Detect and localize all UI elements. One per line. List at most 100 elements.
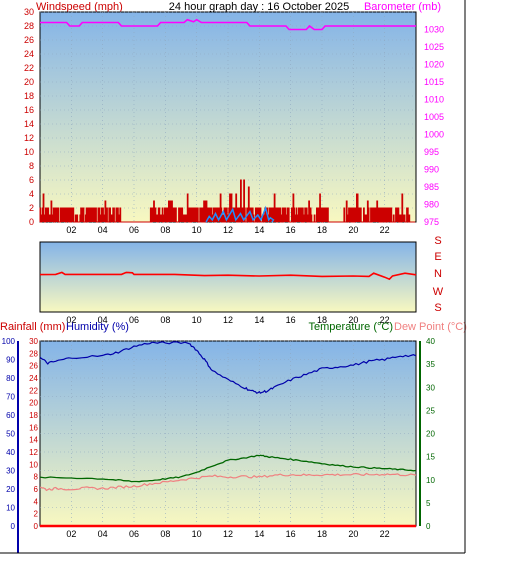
barometer-tick-label: 1000 bbox=[424, 130, 444, 140]
windspeed-tick-label: 8 bbox=[29, 161, 34, 171]
rainfall-tick-label: 12 bbox=[29, 448, 38, 457]
windspeed-series bbox=[39, 179, 416, 223]
rainfall-tick-label: 22 bbox=[29, 386, 38, 395]
x-tick-label: 20 bbox=[348, 225, 358, 235]
rainfall-tick-label: 20 bbox=[29, 399, 38, 408]
x-tick-label: 20 bbox=[348, 315, 358, 325]
temperature-tick-label: 30 bbox=[426, 383, 435, 392]
x-tick-label: 10 bbox=[192, 225, 202, 235]
temperature-tick-label: 20 bbox=[426, 430, 435, 439]
x-tick-label: 02 bbox=[66, 225, 76, 235]
windspeed-tick-label: 6 bbox=[29, 175, 34, 185]
x-tick-label: 18 bbox=[317, 225, 327, 235]
x-tick-label: 18 bbox=[317, 315, 327, 325]
rainfall-tick-label: 10 bbox=[29, 460, 38, 469]
humidity-tick-label: 60 bbox=[6, 411, 15, 420]
x-tick-label: 14 bbox=[254, 315, 264, 325]
windspeed-tick-label: 16 bbox=[24, 105, 34, 115]
x-tick-label: 04 bbox=[98, 225, 108, 235]
x-tick-label: 06 bbox=[129, 315, 139, 325]
temperature-tick-label: 10 bbox=[426, 476, 435, 485]
x-tick-label: 16 bbox=[286, 225, 296, 235]
rainfall-tick-label: 6 bbox=[34, 485, 39, 494]
x-tick-label: 20 bbox=[348, 529, 358, 539]
barometer-tick-label: 1030 bbox=[424, 25, 444, 35]
direction-series bbox=[39, 271, 417, 281]
direction-label: N bbox=[434, 268, 442, 280]
humidity-panel-axes: 0102030405060708090100024681012141618202… bbox=[2, 337, 435, 553]
direction-label: W bbox=[433, 286, 444, 298]
dewpoint-axis-label: Dew Point (°C) bbox=[394, 321, 467, 333]
windspeed-tick-label: 30 bbox=[24, 7, 34, 17]
windspeed-axis-label: Windspeed (mph) bbox=[36, 1, 123, 13]
x-tick-label: 02 bbox=[66, 315, 76, 325]
humidity-axis-label: Humidity (%) bbox=[66, 321, 129, 333]
gust-series bbox=[205, 205, 275, 223]
graph-title: 24 hour graph day : 16 October 2025 bbox=[169, 1, 349, 13]
x-tick-label: 22 bbox=[380, 529, 390, 539]
barometer-tick-label: 1015 bbox=[424, 77, 444, 87]
barometer-tick-label: 1020 bbox=[424, 60, 444, 70]
windspeed-tick-label: 20 bbox=[24, 77, 34, 87]
barometer-tick-label: 980 bbox=[424, 200, 439, 210]
barometer-tick-label: 975 bbox=[424, 217, 439, 227]
temperature-tick-label: 5 bbox=[426, 499, 431, 508]
x-tick-label: 16 bbox=[286, 529, 296, 539]
humidity-tick-label: 50 bbox=[6, 430, 15, 439]
humidity-tick-label: 20 bbox=[6, 485, 15, 494]
x-tick-label: 14 bbox=[254, 529, 264, 539]
x-tick-label: 06 bbox=[129, 225, 139, 235]
barometer-tick-label: 990 bbox=[424, 165, 439, 175]
temperature-series bbox=[39, 454, 417, 483]
x-tick-label: 02 bbox=[66, 529, 76, 539]
x-tick-label: 10 bbox=[192, 315, 202, 325]
humidity-tick-label: 70 bbox=[6, 393, 15, 402]
x-tick-label: 06 bbox=[129, 529, 139, 539]
rainfall-tick-label: 26 bbox=[29, 362, 38, 371]
direction-panel-marks bbox=[39, 271, 417, 281]
barometer-tick-label: 995 bbox=[424, 147, 439, 157]
rainfall-tick-label: 18 bbox=[29, 411, 38, 420]
rainfall-tick-label: 24 bbox=[29, 374, 38, 383]
windspeed-tick-label: 22 bbox=[24, 63, 34, 73]
direction-label: E bbox=[434, 251, 441, 263]
humidity-tick-label: 10 bbox=[6, 504, 15, 513]
temperature-tick-label: 25 bbox=[426, 406, 435, 415]
barometer-tick-label: 985 bbox=[424, 182, 439, 192]
direction-label: S bbox=[434, 235, 441, 247]
rainfall-tick-label: 4 bbox=[34, 497, 39, 506]
temperature-axis-label: Temperature (°C) bbox=[309, 321, 393, 333]
barometer-tick-label: 1010 bbox=[424, 95, 444, 105]
direction-label: S bbox=[434, 302, 441, 314]
windspeed-tick-label: 10 bbox=[24, 147, 34, 157]
x-tick-label: 12 bbox=[223, 315, 233, 325]
windspeed-tick-label: 14 bbox=[24, 119, 34, 129]
rainfall-tick-label: 14 bbox=[29, 436, 38, 445]
wind-panel-axes: 0246810121416182022242628309759809859909… bbox=[24, 7, 444, 235]
windspeed-tick-label: 18 bbox=[24, 91, 34, 101]
x-tick-label: 04 bbox=[98, 315, 108, 325]
rainfall-tick-label: 0 bbox=[34, 522, 39, 531]
x-tick-label: 08 bbox=[160, 529, 170, 539]
x-tick-label: 12 bbox=[223, 529, 233, 539]
x-tick-label: 12 bbox=[223, 225, 233, 235]
humidity-panel-marks bbox=[39, 341, 417, 528]
barometer-tick-label: 1005 bbox=[424, 112, 444, 122]
humidity-series bbox=[39, 341, 417, 394]
x-tick-label: 16 bbox=[286, 315, 296, 325]
barometer-series bbox=[40, 18, 416, 31]
windspeed-tick-label: 12 bbox=[24, 133, 34, 143]
x-tick-label: 22 bbox=[380, 225, 390, 235]
barometer-tick-label: 1025 bbox=[424, 42, 444, 52]
humidity-tick-label: 90 bbox=[6, 356, 15, 365]
x-tick-label: 14 bbox=[254, 225, 264, 235]
windspeed-tick-label: 4 bbox=[29, 189, 34, 199]
rainfall-tick-label: 30 bbox=[29, 337, 38, 346]
windspeed-tick-label: 28 bbox=[24, 21, 34, 31]
temperature-tick-label: 15 bbox=[426, 453, 435, 462]
rainfall-tick-label: 16 bbox=[29, 423, 38, 432]
temperature-tick-label: 35 bbox=[426, 360, 435, 369]
